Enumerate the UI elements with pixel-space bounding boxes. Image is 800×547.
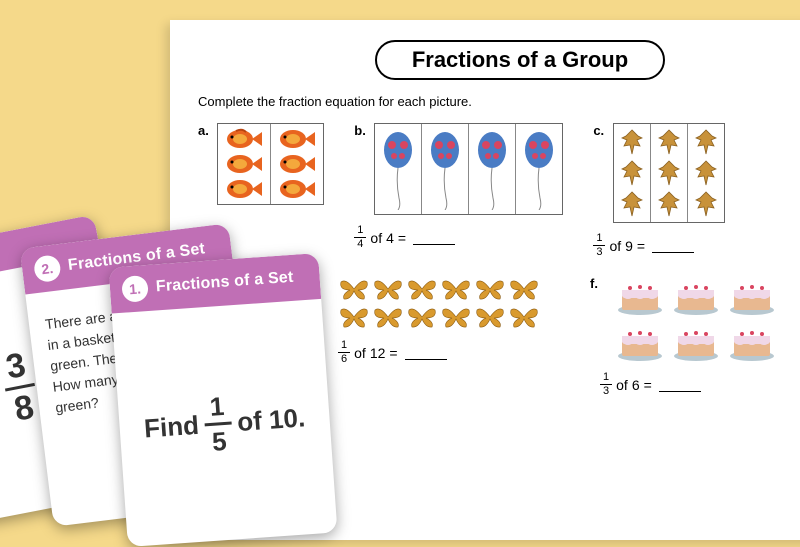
butterfly-icon bbox=[406, 304, 438, 330]
cake-grid bbox=[616, 276, 778, 362]
leaf-icon bbox=[657, 159, 681, 187]
fraction-numerator: 1 bbox=[354, 225, 366, 238]
butterfly-icon bbox=[440, 276, 472, 302]
answer-blank[interactable] bbox=[652, 239, 694, 253]
cake-icon bbox=[672, 276, 720, 316]
fraction-numerator: 3 bbox=[0, 346, 35, 391]
leaf-icon bbox=[620, 190, 644, 218]
leaf-icon bbox=[694, 190, 718, 218]
equation-f: 13 of 6 = bbox=[600, 372, 778, 397]
fraction-denominator: 8 bbox=[11, 386, 37, 426]
equation-b: 14 of 4 = bbox=[354, 225, 563, 250]
cake-icon bbox=[616, 276, 664, 316]
balloon-grid bbox=[374, 123, 563, 215]
fish-icon bbox=[224, 178, 264, 200]
answer-blank[interactable] bbox=[405, 346, 447, 360]
fraction-denominator: 3 bbox=[603, 385, 609, 397]
card-number-badge: 2. bbox=[33, 254, 62, 283]
equals-text: = bbox=[644, 377, 652, 393]
fraction-denominator: 3 bbox=[596, 246, 602, 258]
of-value: 12 bbox=[370, 345, 386, 361]
leaf-icon bbox=[694, 159, 718, 187]
of-text: of 10. bbox=[236, 402, 306, 438]
problem-letter: c. bbox=[593, 123, 604, 138]
worksheet-instruction: Complete the fraction equation for each … bbox=[198, 94, 800, 109]
butterfly-icon bbox=[508, 276, 540, 302]
card-body: Find 1 5 of 10. bbox=[112, 299, 338, 547]
leaf-icon bbox=[657, 190, 681, 218]
fish-icon bbox=[224, 153, 264, 175]
problem-c: c. 13 of bbox=[593, 123, 724, 258]
task-card-1: 1. Fractions of a Set Find 1 5 of 10. bbox=[108, 253, 337, 547]
fraction-denominator: 6 bbox=[341, 353, 347, 365]
answer-blank[interactable] bbox=[659, 378, 701, 392]
fraction-numerator: 1 bbox=[600, 372, 612, 385]
fish-icon bbox=[224, 128, 264, 150]
butterfly-icon bbox=[338, 276, 370, 302]
of-value: 4 bbox=[386, 230, 394, 246]
balloon-icon bbox=[522, 128, 556, 210]
butterfly-icon bbox=[406, 276, 438, 302]
butterfly-icon bbox=[338, 304, 370, 330]
leaf-icon bbox=[620, 159, 644, 187]
fraction-numerator: 1 bbox=[203, 392, 232, 426]
butterfly-icon bbox=[372, 276, 404, 302]
equals-text: = bbox=[637, 238, 645, 254]
worksheet-row-1: a. b. bbox=[198, 123, 800, 258]
find-word: Find bbox=[143, 409, 200, 444]
cake-icon bbox=[672, 322, 720, 362]
equation-e: 16 of 12 = bbox=[338, 340, 540, 365]
of-text: of bbox=[616, 377, 628, 393]
of-text: of bbox=[609, 238, 621, 254]
cake-icon bbox=[616, 322, 664, 362]
card-prompt: Find 1 5 of 10. bbox=[142, 387, 307, 459]
fish-icon bbox=[277, 153, 317, 175]
fish-icon bbox=[277, 128, 317, 150]
worksheet-title: Fractions of a Group bbox=[375, 40, 665, 80]
fraction-denominator: 4 bbox=[357, 238, 363, 250]
leaf-icon bbox=[694, 128, 718, 156]
problem-letter: a. bbox=[198, 123, 209, 138]
card-fraction: 1 5 bbox=[203, 392, 234, 455]
cake-icon bbox=[728, 322, 776, 362]
butterfly-icon bbox=[440, 304, 472, 330]
problem-b: b. 14 of 4 = bbox=[354, 123, 563, 258]
balloon-icon bbox=[381, 128, 415, 210]
butterfly-icon bbox=[474, 304, 506, 330]
fish-icon bbox=[277, 178, 317, 200]
answer-blank[interactable] bbox=[413, 231, 455, 245]
equation-c: 13 of 9 = bbox=[593, 233, 724, 258]
worksheet-row-2: 16 of 12 = f. 13 of 6 = bbox=[338, 276, 800, 397]
problem-e: 16 of 12 = bbox=[338, 276, 540, 397]
fraction-denominator: 5 bbox=[211, 424, 227, 454]
balloon-icon bbox=[475, 128, 509, 210]
fraction-numerator: 1 bbox=[338, 340, 350, 353]
cake-icon bbox=[728, 276, 776, 316]
leaf-icon bbox=[657, 128, 681, 156]
balloon-icon bbox=[428, 128, 462, 210]
butterfly-icon bbox=[474, 276, 506, 302]
of-text: of bbox=[370, 230, 382, 246]
leaf-icon bbox=[620, 128, 644, 156]
of-value: 9 bbox=[625, 238, 633, 254]
problem-letter: f. bbox=[590, 276, 598, 291]
problem-f: f. 13 of 6 = bbox=[590, 276, 778, 397]
butterfly-icon bbox=[372, 304, 404, 330]
problem-letter: b. bbox=[354, 123, 366, 138]
leaf-grid bbox=[613, 123, 725, 223]
card-number-badge: 1. bbox=[121, 275, 149, 303]
equals-text: = bbox=[398, 230, 406, 246]
fish-grid bbox=[217, 123, 324, 205]
butterfly-grid bbox=[338, 276, 540, 330]
of-value: 6 bbox=[632, 377, 640, 393]
fraction-numerator: 1 bbox=[593, 233, 605, 246]
card-title: Fractions of a Set bbox=[155, 269, 294, 297]
equals-text: = bbox=[389, 345, 397, 361]
of-text: of bbox=[354, 345, 366, 361]
butterfly-icon bbox=[508, 304, 540, 330]
